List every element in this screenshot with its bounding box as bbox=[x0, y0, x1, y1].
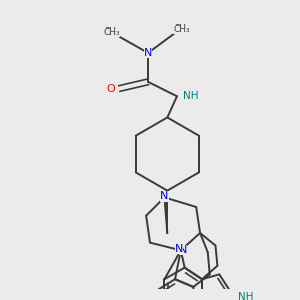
Text: CH₃: CH₃ bbox=[103, 27, 120, 36]
Text: O: O bbox=[106, 84, 115, 94]
Text: N: N bbox=[160, 191, 169, 201]
Text: CH₃: CH₃ bbox=[173, 24, 190, 33]
Text: N: N bbox=[160, 192, 169, 203]
Text: NH: NH bbox=[183, 91, 198, 101]
Text: NH: NH bbox=[238, 292, 253, 300]
Text: O: O bbox=[106, 84, 115, 94]
Text: N: N bbox=[175, 244, 183, 254]
Text: CH₃: CH₃ bbox=[103, 28, 120, 37]
Text: N: N bbox=[144, 48, 152, 58]
Text: CH₃: CH₃ bbox=[173, 25, 190, 34]
Text: N: N bbox=[144, 48, 152, 58]
Text: N: N bbox=[178, 245, 187, 255]
Text: NH: NH bbox=[238, 292, 253, 300]
Text: NH: NH bbox=[183, 91, 198, 101]
